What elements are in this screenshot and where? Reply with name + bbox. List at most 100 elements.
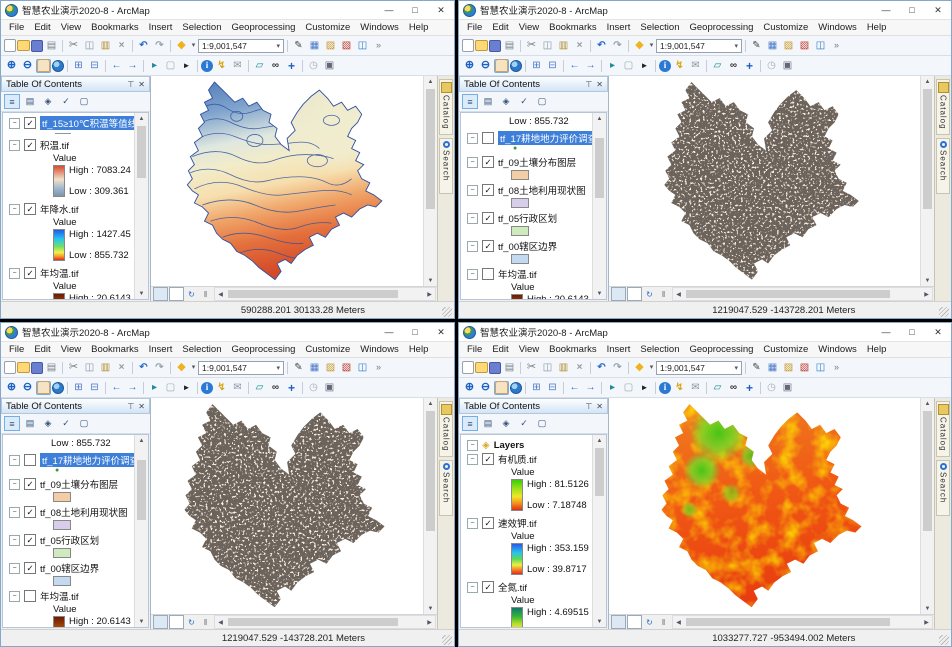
- collapse-icon[interactable]: −: [467, 156, 478, 168]
- editor-icon[interactable]: [749, 361, 764, 375]
- open-icon[interactable]: [475, 40, 488, 51]
- menu-bookmarks[interactable]: Bookmarks: [91, 344, 139, 355]
- layer-label[interactable]: tf_05行政区划: [498, 214, 558, 225]
- paste-icon[interactable]: [556, 39, 571, 53]
- toc-options-icon[interactable]: ▢: [79, 418, 89, 428]
- full-extent-icon[interactable]: [52, 381, 64, 394]
- clear-selection-icon[interactable]: [621, 381, 636, 395]
- map-horizontal-scrollbar[interactable]: ◀ ▶: [214, 287, 436, 301]
- identify-icon[interactable]: [201, 381, 213, 394]
- data-view-button[interactable]: [153, 615, 168, 629]
- go-to-xy-icon[interactable]: [742, 381, 757, 395]
- chevron-down-icon[interactable]: ▾: [276, 364, 280, 372]
- layer-label[interactable]: 年降水.tif: [40, 205, 79, 216]
- menu-file[interactable]: File: [467, 344, 483, 355]
- collapse-icon[interactable]: −: [9, 562, 20, 574]
- collapse-icon[interactable]: −: [467, 240, 478, 252]
- paste-icon[interactable]: [556, 361, 571, 375]
- map-view[interactable]: [609, 76, 920, 286]
- html-popup-icon[interactable]: [230, 59, 245, 73]
- toc-options-icon[interactable]: ▢: [79, 96, 89, 106]
- map-view[interactable]: [609, 398, 920, 614]
- time-slider-icon[interactable]: [306, 59, 321, 73]
- menu-help[interactable]: Help: [866, 344, 887, 355]
- collapse-icon[interactable]: −: [9, 454, 20, 466]
- toolbar-overflow-icon[interactable]: [829, 361, 844, 375]
- toc-header[interactable]: Table Of Contents ⊤ ✕: [1, 76, 150, 92]
- full-extent-icon[interactable]: [510, 381, 522, 394]
- list-by-selection-icon[interactable]: ✓: [62, 96, 70, 106]
- menu-geoprocessing[interactable]: Geoprocessing: [231, 22, 296, 33]
- find-icon[interactable]: [268, 59, 283, 73]
- hyperlink-icon[interactable]: [214, 381, 229, 395]
- pin-icon[interactable]: ⊤: [585, 401, 593, 411]
- toc-options-icon[interactable]: ▢: [537, 96, 547, 106]
- map-horizontal-scrollbar[interactable]: ◀ ▶: [214, 615, 436, 629]
- menu-view[interactable]: View: [60, 344, 82, 355]
- toc-header[interactable]: Table Of Contents ⊤ ✕: [1, 398, 150, 414]
- toc-options-icon[interactable]: ▢: [537, 418, 547, 428]
- collapse-icon[interactable]: −: [467, 212, 478, 224]
- resize-grip[interactable]: [442, 306, 452, 317]
- toc-scrollbar[interactable]: ▲ ▼: [134, 113, 148, 299]
- toolbox-icon[interactable]: [797, 361, 812, 375]
- close-button[interactable]: ✕: [934, 4, 942, 15]
- measure-icon[interactable]: [252, 59, 267, 73]
- full-extent-icon[interactable]: [510, 59, 522, 72]
- menu-windows[interactable]: Windows: [818, 22, 857, 33]
- save-icon[interactable]: [31, 361, 43, 374]
- maximize-button[interactable]: □: [412, 327, 418, 337]
- collapse-icon[interactable]: −: [9, 506, 20, 518]
- collapse-icon[interactable]: −: [9, 267, 20, 279]
- menu-edit[interactable]: Edit: [492, 344, 509, 355]
- toc-header[interactable]: Table Of Contents ⊤ ✕: [459, 398, 608, 414]
- copy-icon[interactable]: [82, 39, 97, 53]
- measure-icon[interactable]: [252, 381, 267, 395]
- pan-tool-icon[interactable]: [494, 380, 509, 395]
- find-icon[interactable]: [726, 381, 741, 395]
- chevron-down-icon[interactable]: [190, 39, 197, 53]
- fixed-zoom-out-icon[interactable]: [87, 381, 102, 395]
- layer-checkbox[interactable]: [24, 267, 36, 279]
- map-horizontal-scrollbar[interactable]: ◀ ▶: [672, 287, 933, 301]
- html-popup-icon[interactable]: [230, 381, 245, 395]
- menu-selection[interactable]: Selection: [182, 344, 222, 355]
- fixed-zoom-out-icon[interactable]: [87, 59, 102, 73]
- menu-customize[interactable]: Customize: [763, 22, 809, 33]
- close-icon[interactable]: ✕: [138, 401, 145, 411]
- find-icon[interactable]: [726, 59, 741, 73]
- menu-bookmarks[interactable]: Bookmarks: [91, 22, 139, 33]
- clear-selection-icon[interactable]: [621, 59, 636, 73]
- list-by-drawing-order-icon[interactable]: ≡: [4, 416, 20, 431]
- time-slider-icon[interactable]: [764, 59, 779, 73]
- paste-icon[interactable]: [98, 361, 113, 375]
- layer-checkbox[interactable]: [482, 517, 494, 529]
- chevron-down-icon[interactable]: [190, 361, 197, 375]
- zoom-out-icon[interactable]: [20, 59, 35, 73]
- collapse-icon[interactable]: −: [9, 478, 20, 490]
- menu-geoprocessing[interactable]: Geoprocessing: [689, 344, 754, 355]
- list-by-drawing-order-icon[interactable]: ≡: [462, 94, 478, 109]
- add-data-icon[interactable]: [632, 39, 647, 53]
- collapse-icon[interactable]: −: [467, 581, 478, 593]
- pause-drawing-icon[interactable]: [657, 616, 670, 628]
- close-button[interactable]: ✕: [437, 4, 445, 15]
- go-to-xy-icon[interactable]: [742, 59, 757, 73]
- layer-checkbox[interactable]: [482, 156, 494, 168]
- chevron-down-icon[interactable]: ▾: [734, 42, 738, 50]
- maximize-button[interactable]: □: [909, 5, 915, 15]
- menu-bookmarks[interactable]: Bookmarks: [549, 344, 597, 355]
- layer-label[interactable]: tf_15≥10℃积温等值线图: [40, 116, 134, 130]
- layer-label[interactable]: tf_17耕地地力评价调查点: [498, 131, 592, 145]
- menu-view[interactable]: View: [60, 22, 82, 33]
- zoom-out-icon[interactable]: [20, 381, 35, 395]
- chevron-down-icon[interactable]: [648, 39, 655, 53]
- html-popup-icon[interactable]: [688, 381, 703, 395]
- redo-icon[interactable]: [152, 39, 167, 53]
- pan-tool-icon[interactable]: [36, 58, 51, 73]
- list-by-source-icon[interactable]: ▤: [25, 96, 35, 106]
- map-scale-combo[interactable]: 1:9,001,547 ▾: [656, 360, 742, 375]
- undo-icon[interactable]: [136, 39, 151, 53]
- refresh-view-icon[interactable]: [643, 288, 656, 300]
- list-by-selection-icon[interactable]: ✓: [520, 96, 528, 106]
